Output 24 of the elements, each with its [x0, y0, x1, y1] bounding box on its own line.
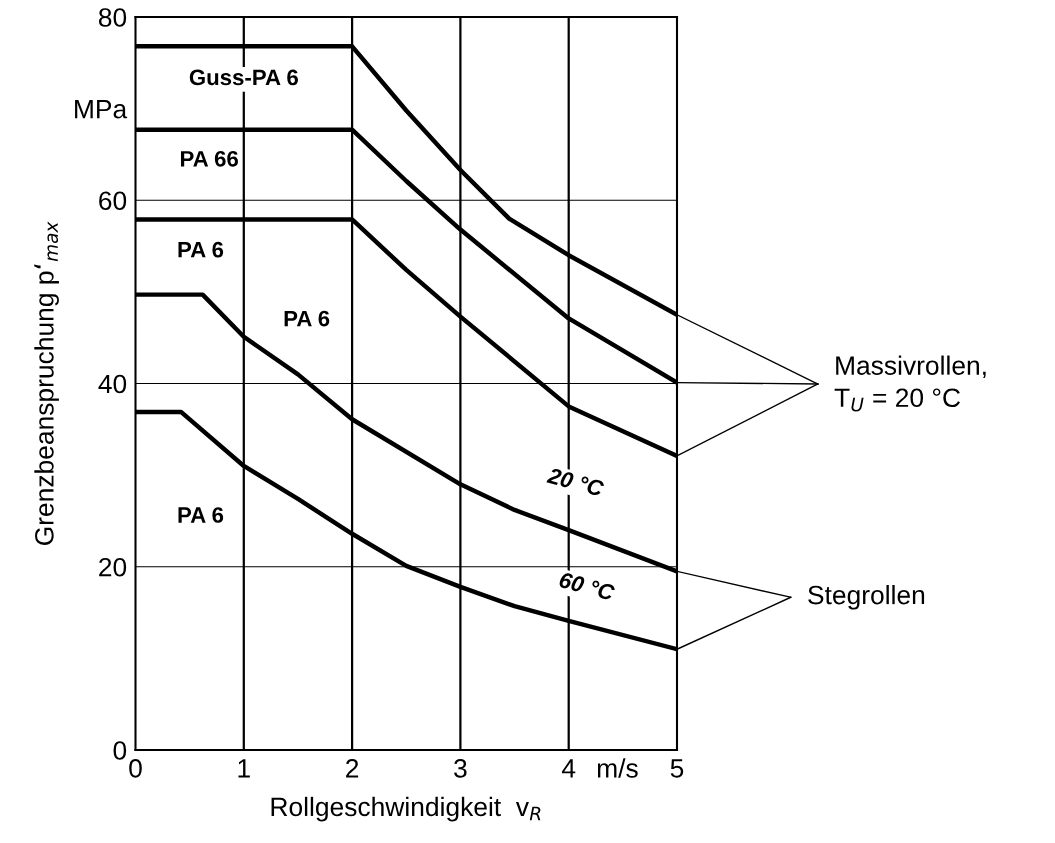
- y-tick-label: 0: [113, 741, 127, 760]
- annotation: PA 6: [178, 507, 224, 523]
- annotation: 60 °C: [558, 571, 616, 602]
- y-tick-label: MPa: [75, 100, 128, 119]
- annotation: PA 6: [178, 241, 224, 258]
- annotation: 20 °C: [546, 467, 605, 497]
- x-tick-label: 1: [238, 759, 250, 778]
- annotation: Stegrollen: [808, 584, 925, 610]
- x-tick-label: 4: [561, 759, 576, 778]
- annotation: PA 6: [284, 310, 330, 327]
- annotation: PA 66: [180, 150, 238, 167]
- x-tick-label: 0: [129, 759, 142, 778]
- y-tick-label: 20: [99, 557, 127, 577]
- x-tick-label: 5: [670, 759, 684, 778]
- x-axis-title: Rollgeschwindigkeit v$_{R}$: [271, 796, 541, 822]
- y-tick-label: 80: [98, 8, 127, 27]
- annotation: Massivrollen, T$_{U}$ = 20 °C: [834, 355, 986, 412]
- y-tick-label: 60: [99, 191, 127, 211]
- annotation: Guss-PA 6: [189, 69, 298, 86]
- y-tick-label: 40: [98, 374, 127, 394]
- x-tick-label: 2: [346, 759, 359, 778]
- x-tick-label: m/s: [597, 758, 638, 778]
- y-axis-title: Grenzbeanspruchung p‘$_{max}$: [34, 221, 59, 545]
- x-tick-label: 3: [454, 759, 467, 778]
